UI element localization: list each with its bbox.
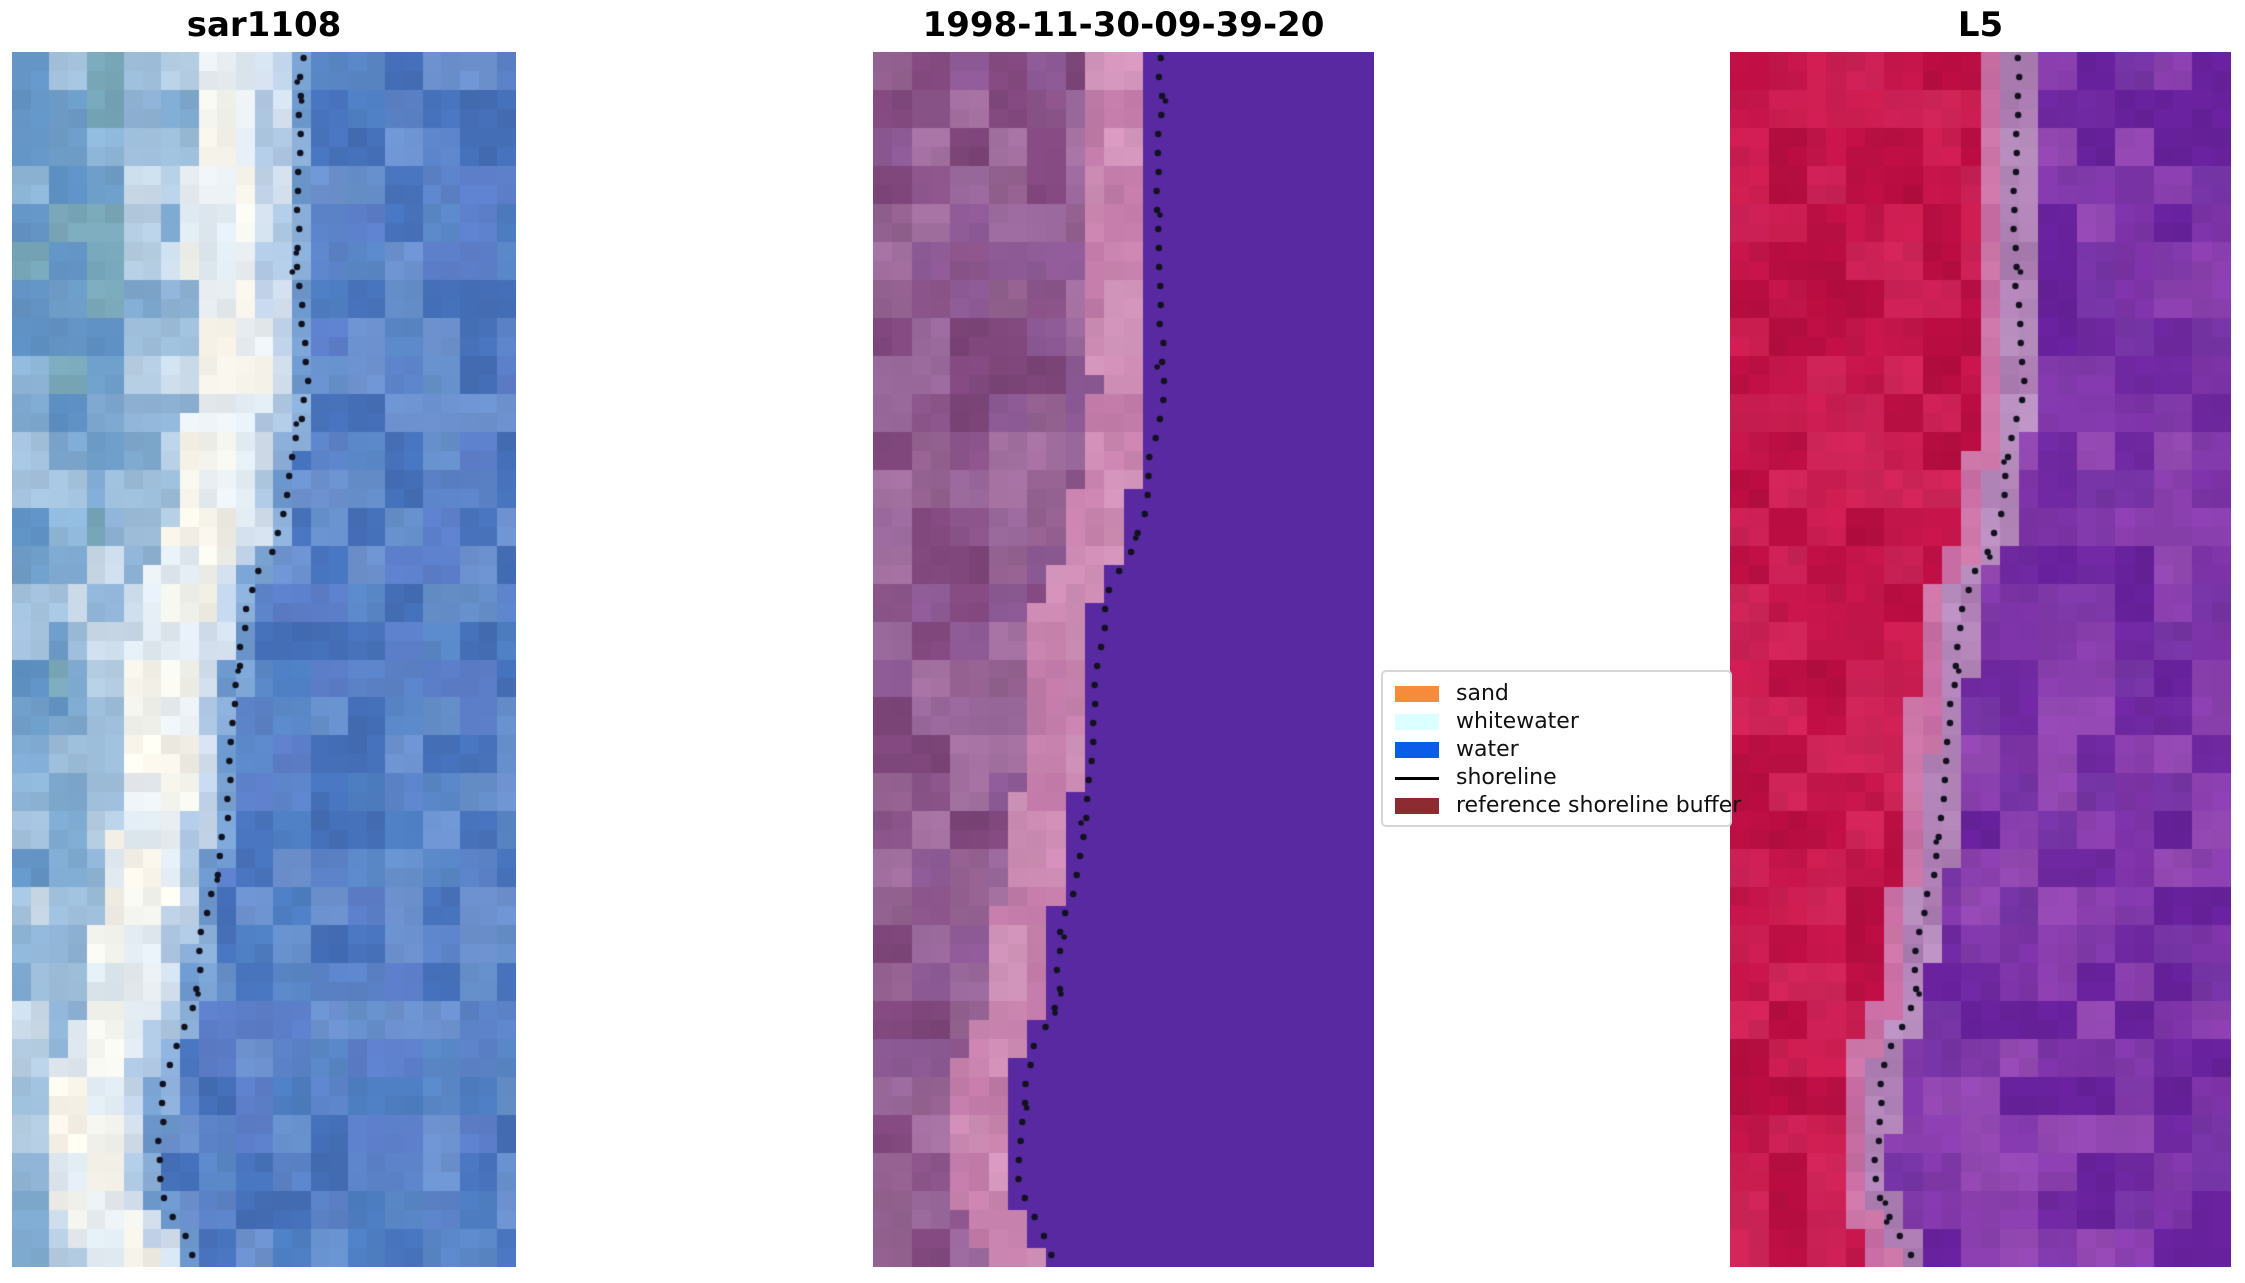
panel-image-l5 [1730,52,2231,1267]
legend-item-whitewater: whitewater [1395,708,1718,736]
sand-swatch [1395,686,1439,702]
panel-title-l5: L5 [1957,5,2004,45]
legend-label-shoreline: shoreline [1456,765,1557,790]
legend-label-reference-buffer: reference shoreline buffer [1456,793,1742,818]
shoreline-line-swatch [1395,776,1439,780]
legend-label-sand: sand [1456,681,1509,706]
water-swatch [1395,742,1439,758]
legend-label-whitewater: whitewater [1456,709,1579,734]
panel-image-sar1108 [12,52,516,1267]
reference-buffer-swatch [1395,798,1439,814]
legend: sand whitewater water shoreline referenc… [1381,670,1741,827]
panel-title-classified: 1998-11-30-09-39-20 [922,5,1325,45]
legend-item-shoreline: shoreline [1395,764,1718,792]
panel-title-sar1108: sar1108 [186,5,342,45]
panel-image-classified [873,52,1374,1267]
legend-item-water: water [1395,736,1718,764]
legend-item-sand: sand [1395,680,1718,708]
legend-item-reference-buffer: reference shoreline buffer [1395,792,1741,820]
whitewater-swatch [1395,714,1439,730]
legend-label-water: water [1456,737,1519,762]
